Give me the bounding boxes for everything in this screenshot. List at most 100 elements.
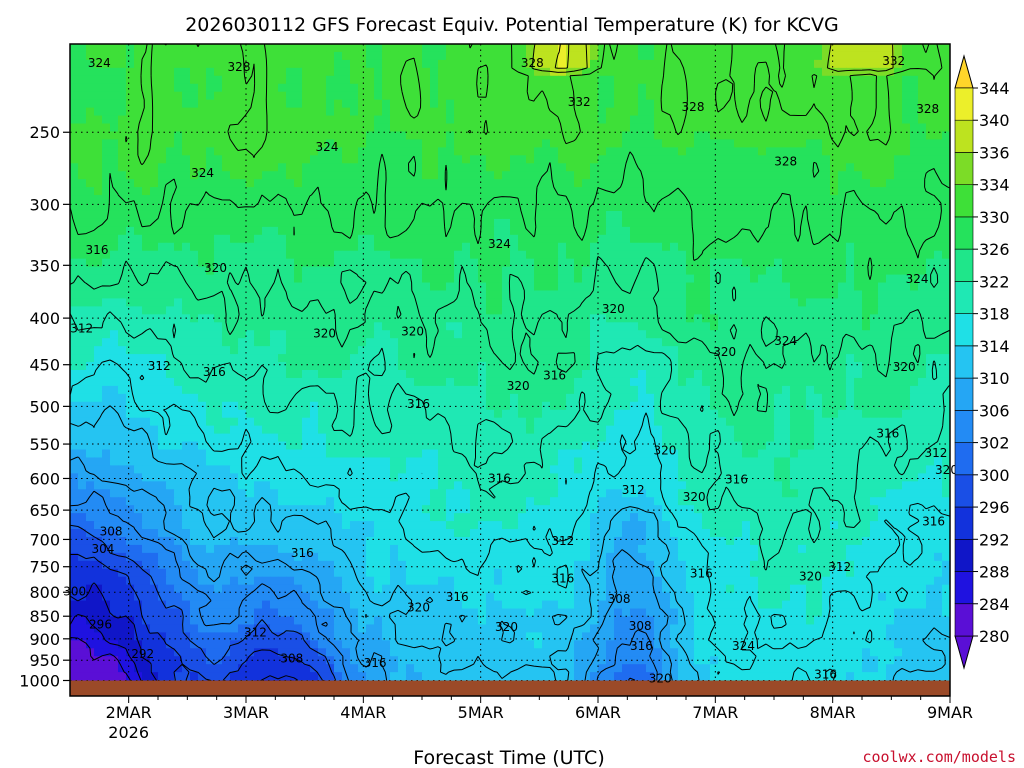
field-cell bbox=[934, 147, 943, 156]
field-cell bbox=[246, 385, 255, 395]
field-cell bbox=[638, 250, 647, 260]
field-cell bbox=[566, 67, 575, 77]
field-cell bbox=[630, 59, 639, 69]
field-cell bbox=[278, 330, 287, 339]
field-cell bbox=[366, 306, 375, 315]
field-cell bbox=[334, 377, 343, 387]
field-cell bbox=[374, 306, 383, 315]
field-cell bbox=[918, 210, 927, 220]
field-cell bbox=[126, 338, 135, 347]
field-cell bbox=[438, 99, 447, 109]
field-cell bbox=[598, 187, 607, 196]
field-cell bbox=[494, 107, 503, 117]
field-cell bbox=[894, 282, 903, 292]
field-cell bbox=[270, 385, 279, 395]
field-cell bbox=[886, 115, 895, 125]
field-cell bbox=[246, 234, 255, 244]
field-cell bbox=[494, 91, 503, 101]
field-cell bbox=[742, 139, 751, 148]
field-cell bbox=[918, 123, 927, 133]
field-cell bbox=[854, 314, 863, 323]
field-cell bbox=[486, 99, 495, 109]
field-cell bbox=[438, 67, 447, 77]
field-cell bbox=[534, 195, 543, 204]
field-cell bbox=[630, 107, 639, 117]
field-cell bbox=[278, 258, 287, 268]
field-cell bbox=[86, 147, 95, 156]
field-cell bbox=[598, 306, 607, 315]
field-cell bbox=[798, 346, 807, 355]
field-cell bbox=[726, 155, 735, 164]
field-cell bbox=[350, 44, 359, 53]
field-cell bbox=[614, 362, 623, 371]
field-cell bbox=[462, 99, 471, 109]
field-cell bbox=[406, 91, 415, 101]
field-cell bbox=[678, 314, 687, 323]
field-cell bbox=[702, 123, 711, 133]
field-cell bbox=[118, 51, 127, 61]
field-cell bbox=[870, 155, 879, 164]
field-cell bbox=[926, 123, 935, 133]
field-cell bbox=[414, 131, 423, 141]
field-cell bbox=[94, 139, 103, 148]
field-cell bbox=[902, 258, 911, 268]
field-cell bbox=[206, 226, 215, 236]
field-cell bbox=[742, 91, 751, 101]
field-cell bbox=[782, 44, 791, 53]
field-cell bbox=[262, 306, 271, 315]
field-cell bbox=[758, 155, 767, 164]
field-cell bbox=[910, 362, 919, 371]
field-cell bbox=[350, 377, 359, 387]
field-cell bbox=[942, 123, 950, 133]
field-cell bbox=[670, 322, 679, 331]
field-cell bbox=[926, 338, 935, 347]
field-cell bbox=[822, 250, 831, 260]
field-cell bbox=[918, 218, 927, 228]
field-cell bbox=[454, 362, 463, 371]
field-cell bbox=[254, 203, 263, 212]
field-cell bbox=[566, 226, 575, 236]
field-cell bbox=[630, 139, 639, 148]
field-cell bbox=[750, 314, 759, 323]
field-cell bbox=[766, 338, 775, 347]
field-cell bbox=[310, 155, 319, 164]
field-cell bbox=[294, 67, 303, 77]
field-cell bbox=[654, 210, 663, 220]
field-cell bbox=[718, 51, 727, 61]
field-cell bbox=[550, 210, 559, 220]
field-cell bbox=[606, 123, 615, 133]
field-cell bbox=[358, 115, 367, 125]
field-cell bbox=[190, 306, 199, 315]
field-cell bbox=[558, 171, 567, 180]
field-cell bbox=[702, 314, 711, 323]
field-cell bbox=[206, 155, 215, 164]
field-cell bbox=[70, 385, 79, 395]
field-cell bbox=[590, 338, 599, 347]
field-cell bbox=[318, 139, 327, 148]
field-cell bbox=[406, 171, 415, 180]
field-cell bbox=[774, 393, 783, 403]
field-cell bbox=[414, 274, 423, 284]
field-cell bbox=[318, 44, 327, 53]
field-cell bbox=[862, 67, 871, 77]
field-cell bbox=[102, 187, 111, 196]
field-cell bbox=[646, 155, 655, 164]
field-cell bbox=[374, 195, 383, 204]
field-cell bbox=[310, 210, 319, 220]
field-cell bbox=[510, 107, 519, 117]
field-cell bbox=[734, 139, 743, 148]
field-cell bbox=[798, 171, 807, 180]
field-cell bbox=[246, 163, 255, 172]
field-cell bbox=[854, 203, 863, 212]
field-cell bbox=[870, 234, 879, 244]
field-cell bbox=[894, 298, 903, 307]
field-cell bbox=[566, 266, 575, 276]
field-cell bbox=[70, 51, 79, 61]
field-cell bbox=[894, 51, 903, 61]
field-cell bbox=[150, 203, 159, 212]
field-cell bbox=[814, 258, 823, 268]
field-cell bbox=[190, 346, 199, 355]
field-cell bbox=[486, 218, 495, 228]
field-cell bbox=[302, 234, 311, 244]
field-cell bbox=[310, 362, 319, 371]
